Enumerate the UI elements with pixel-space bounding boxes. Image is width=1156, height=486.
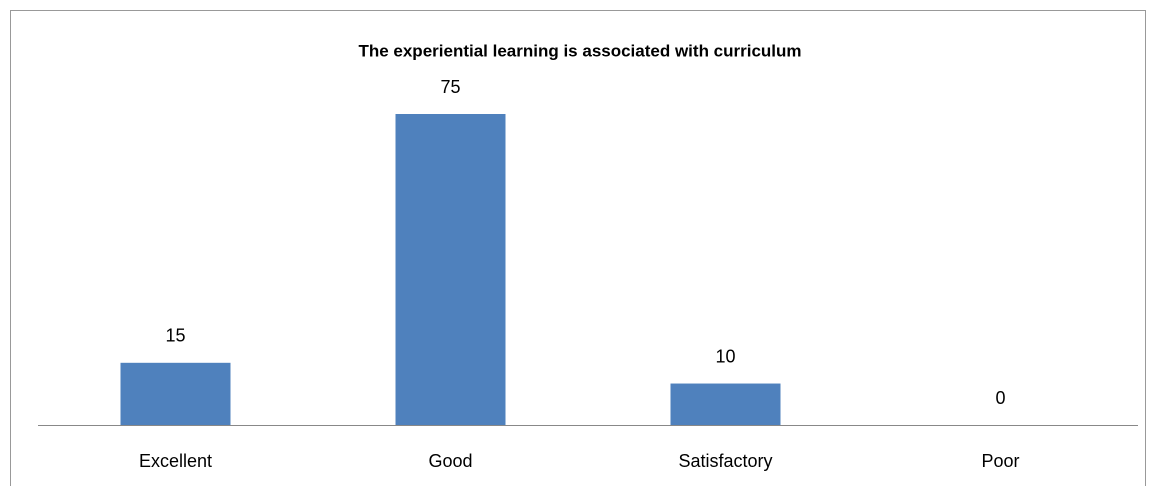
bar — [120, 362, 231, 425]
data-label: 75 — [440, 77, 460, 97]
bar — [395, 114, 506, 425]
data-label: 0 — [995, 388, 1005, 408]
chart-title: The experiential learning is associated … — [358, 41, 801, 60]
x-tick-label: Poor — [981, 451, 1019, 471]
x-tick-label: Good — [428, 451, 472, 471]
x-tick-label: Satisfactory — [678, 451, 772, 471]
data-label: 10 — [715, 346, 735, 366]
bar — [670, 383, 781, 425]
x-tick-label: Excellent — [139, 451, 212, 471]
data-label: 15 — [165, 326, 185, 346]
